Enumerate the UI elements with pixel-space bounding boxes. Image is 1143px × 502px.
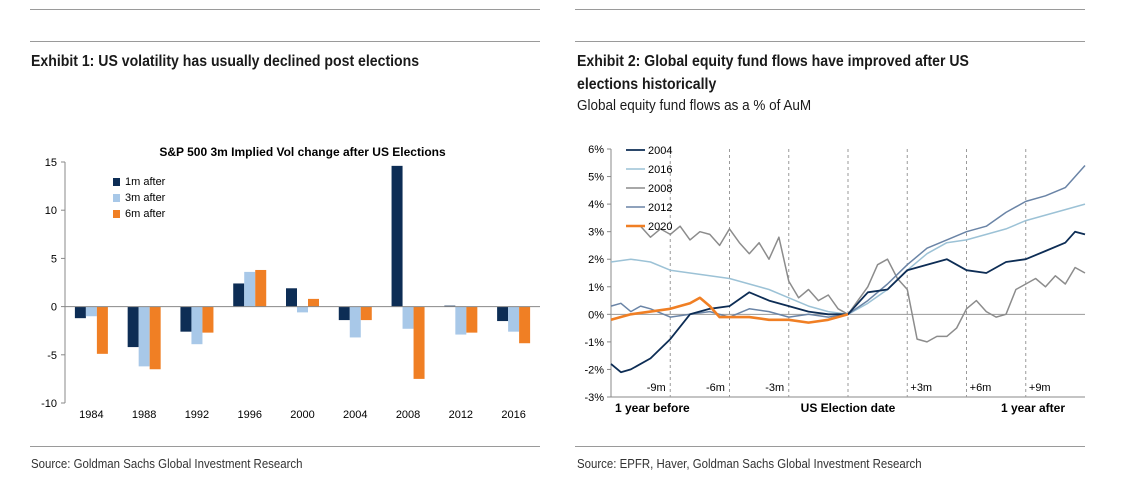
bar-6m-after-1992 xyxy=(202,306,214,333)
line-chart-x-label: 1 year after xyxy=(1001,401,1065,415)
bar-3m-after-2000 xyxy=(297,306,308,313)
bar-6m-after-2016 xyxy=(519,306,531,344)
bar-6m-after-2000 xyxy=(308,298,319,307)
bar-chart-legend-swatch xyxy=(113,210,120,218)
bar-chart-legend-swatch xyxy=(113,194,120,202)
line-chart-y-tick-label: -3% xyxy=(584,392,604,404)
bar-6m-after-2012 xyxy=(466,306,478,333)
bar-chart-x-label: 1988 xyxy=(132,409,156,421)
line-chart-x-label: 1 year before xyxy=(615,401,690,415)
bar-chart-x-label: 2004 xyxy=(343,409,367,421)
line-chart-y-tick-label: 4% xyxy=(588,199,604,211)
exhibit2-title-line2: elections historically xyxy=(577,76,717,93)
exhibit2-title-line1: Exhibit 2: Global equity fund flows have… xyxy=(577,53,969,70)
bar-3m-after-1984 xyxy=(85,306,97,317)
bar-chart-x-label: 2008 xyxy=(396,409,420,421)
line-chart-y-tick-label: 6% xyxy=(588,144,604,156)
bar-chart-legend-label: 6m after xyxy=(125,208,166,220)
bar-6m-after-1996 xyxy=(255,269,267,307)
bar-chart-y-tick-label: 0 xyxy=(51,302,57,314)
bar-1m-after-2000 xyxy=(286,288,297,307)
bar-3m-after-2016 xyxy=(508,306,520,332)
bar-1m-after-2008 xyxy=(391,165,403,307)
bar-6m-after-1984 xyxy=(96,306,108,354)
bar-chart-legend-swatch xyxy=(113,178,120,186)
bar-chart: S&P 500 3m Implied Vol change after US E… xyxy=(30,140,550,430)
bar-3m-after-2008 xyxy=(402,306,414,329)
line-chart-y-tick-label: -2% xyxy=(584,364,604,376)
line-chart-period-label: +9m xyxy=(1029,382,1051,394)
exhibit1-source: Source: Goldman Sachs Global Investment … xyxy=(31,456,303,471)
bar-6m-after-1988 xyxy=(149,306,161,370)
line-series-2004 xyxy=(610,230,1086,374)
bar-chart-y-tick-label: 15 xyxy=(45,157,57,169)
line-chart-legend-label: 2020 xyxy=(648,221,672,233)
line-chart-period-label: +6m xyxy=(970,382,992,394)
bar-6m-after-2004 xyxy=(360,306,372,321)
line-chart-legend-label: 2004 xyxy=(648,145,672,157)
line-chart-y-tick-label: 3% xyxy=(588,227,604,239)
top-rule-left xyxy=(30,9,540,10)
line-chart: 6% 5% 4% 3% 2% 1% 0% -1% -2% -3% -9m -6m -3m +3m +6m +9… xyxy=(575,135,1095,425)
bar-1m-after-2016 xyxy=(497,306,509,322)
bar-chart-x-label: 2012 xyxy=(449,409,473,421)
bar-chart-x-label: 1996 xyxy=(237,409,261,421)
line-series-2012 xyxy=(610,165,1086,318)
line-chart-period-label: -6m xyxy=(706,382,725,394)
bar-1m-after-2004 xyxy=(338,306,350,321)
bar-chart-y-tick-label: 10 xyxy=(45,205,57,217)
bar-6m-after-2008 xyxy=(413,306,425,379)
bar-chart-x-label: 2016 xyxy=(501,409,525,421)
line-chart-period-label: +3m xyxy=(910,382,932,394)
line-chart-y-tick-label: 0% xyxy=(588,309,604,321)
bar-chart-x-label: 1992 xyxy=(185,409,209,421)
line-series-2008 xyxy=(640,225,1086,343)
bar-1m-after-1996 xyxy=(233,283,245,307)
line-chart-legend-label: 2008 xyxy=(648,183,672,195)
bar-1m-after-1992 xyxy=(180,306,192,332)
line-chart-background xyxy=(575,135,1095,425)
line-series-2020 xyxy=(610,296,849,324)
bar-chart-y-tick-label: -5 xyxy=(47,350,57,362)
bar-3m-after-2004 xyxy=(349,306,361,338)
title-rule-right xyxy=(575,41,1085,42)
line-chart-y-tick-label: 1% xyxy=(588,282,604,294)
exhibit2-source: Source: EPFR, Haver, Goldman Sachs Globa… xyxy=(577,456,922,471)
bar-3m-after-1992 xyxy=(191,306,203,345)
line-chart-y-tick-label: 2% xyxy=(588,254,604,266)
bar-3m-after-1996 xyxy=(244,271,256,307)
bar-chart-background xyxy=(30,140,550,430)
bar-1m-after-1988 xyxy=(127,306,139,348)
line-chart-y-tick-label: 5% xyxy=(588,172,604,184)
title-rule-left xyxy=(30,41,540,42)
bottom-rule-left xyxy=(30,446,540,447)
bar-chart-y-tick-label: 5 xyxy=(51,253,57,265)
line-chart-x-label: US Election date xyxy=(801,401,896,415)
bar-1m-after-1984 xyxy=(74,306,86,319)
line-chart-period-label: -3m xyxy=(765,382,784,394)
bar-chart-y-tick-label: -10 xyxy=(41,398,57,410)
line-chart-legend-label: 2012 xyxy=(648,202,672,214)
bar-3m-after-1988 xyxy=(138,306,150,367)
bar-chart-x-label: 2000 xyxy=(290,409,314,421)
bar-chart-legend-label: 1m after xyxy=(125,176,166,188)
top-rule-right xyxy=(575,9,1085,10)
bar-3m-after-2012 xyxy=(455,306,467,335)
exhibit1-title: Exhibit 1: US volatility has usually dec… xyxy=(31,53,420,70)
exhibit2-subtitle: Global equity fund flows as a % of AuM xyxy=(577,97,812,114)
line-chart-y-tick-label: -1% xyxy=(584,337,604,349)
line-chart-legend-label: 2016 xyxy=(648,164,672,176)
bar-chart-title: S&P 500 3m Implied Vol change after US E… xyxy=(159,145,446,159)
bottom-rule-right xyxy=(575,446,1085,447)
bar-chart-legend-label: 3m after xyxy=(125,192,166,204)
line-chart-period-label: -9m xyxy=(647,382,666,394)
bar-chart-x-label: 1984 xyxy=(79,409,103,421)
